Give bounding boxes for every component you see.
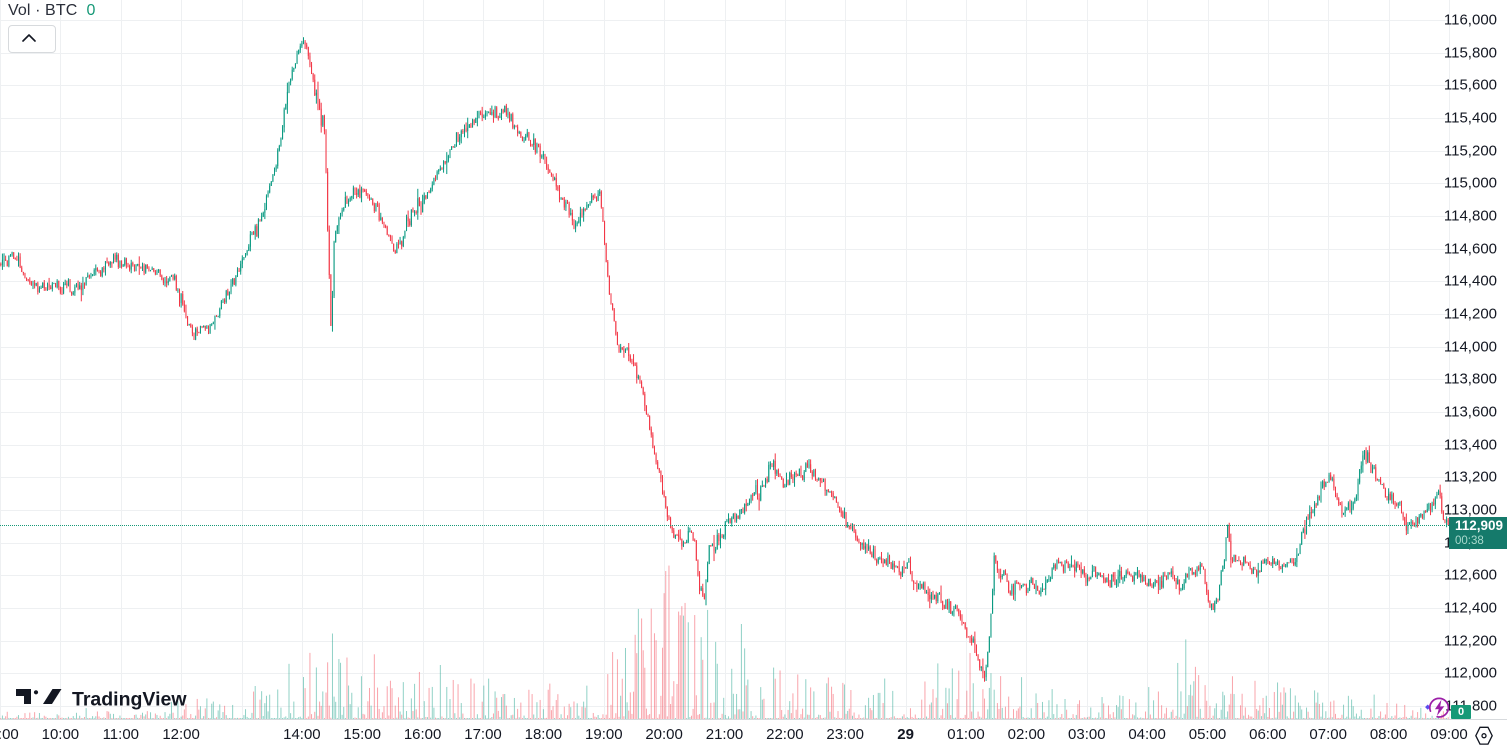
svg-text:TradingView: TradingView <box>72 689 187 711</box>
